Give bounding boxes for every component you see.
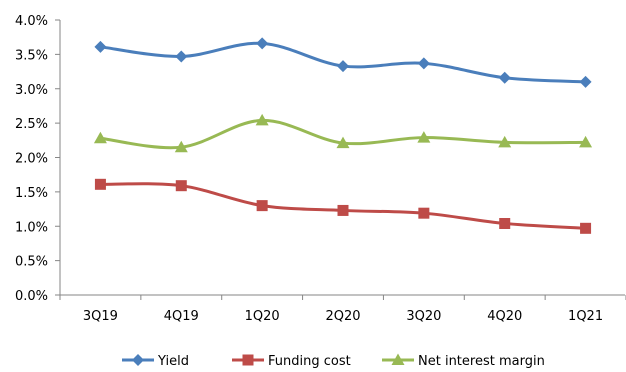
legend-label: Net interest margin [418,354,545,368]
data-point-funding-cost [418,207,430,219]
series-funding-cost [94,178,592,234]
x-tick-label: 1Q20 [245,309,280,324]
x-tick-label: 4Q20 [487,309,522,324]
data-point-net-interest-margin [174,140,188,153]
data-point-funding-cost [499,218,511,229]
x-tick-label: 2Q20 [325,309,360,324]
legend-item-funding-cost: Funding cost [232,354,351,369]
legend-marker [391,353,405,365]
x-tick-label: 1Q21 [568,309,603,324]
y-tick-label: 2.0% [15,152,48,167]
x-tick-label: 3Q20 [406,309,441,324]
data-point-funding-cost [337,204,349,216]
y-tick-label: 0.5% [15,255,48,270]
x-tick-label: 4Q19 [164,309,199,324]
y-tick-label: 3.5% [15,48,48,63]
legend-item-yield: Yield [122,354,189,369]
data-point-net-interest-margin [498,135,512,148]
data-point-funding-cost [175,180,187,192]
y-tick-label: 3.0% [15,83,48,98]
legend-marker [242,354,254,366]
data-point-net-interest-margin [336,136,350,149]
x-tick-label: 3Q19 [83,309,118,324]
y-tick-label: 1.0% [15,220,48,235]
data-point-yield [579,75,592,88]
data-point-yield [175,50,188,63]
data-point-net-interest-margin [93,131,107,144]
data-point-net-interest-margin [417,131,431,143]
data-point-funding-cost [94,178,106,190]
data-point-yield [498,71,511,84]
legend-marker [132,354,144,366]
legend-label: Yield [157,354,189,368]
data-point-net-interest-margin [579,135,593,148]
data-point-net-interest-margin [255,113,269,126]
legend-label: Funding cost [268,354,351,368]
series-net-interest-margin [93,113,593,153]
data-point-yield [256,37,269,50]
data-point-yield [94,40,107,53]
data-point-funding-cost [580,222,592,234]
y-tick-label: 0.0% [15,289,48,304]
plot-area [93,37,593,234]
data-point-funding-cost [256,200,268,212]
data-point-yield [417,57,430,70]
axes: 0.0% 0.5% 1.0% 1.5% 2.0% 2.5% 3.0% 3.5% 4.0% 3Q19… [15,14,626,324]
y-tick-label: 1.5% [15,186,48,201]
legend: Yield Funding cost Net interest margin [122,353,545,369]
data-point-yield [337,60,349,73]
y-tick-label: 4.0% [15,14,48,29]
series-yield [94,37,592,88]
legend-item-net-interest-margin: Net interest margin [382,353,545,369]
y-tick-label: 2.5% [15,117,48,132]
